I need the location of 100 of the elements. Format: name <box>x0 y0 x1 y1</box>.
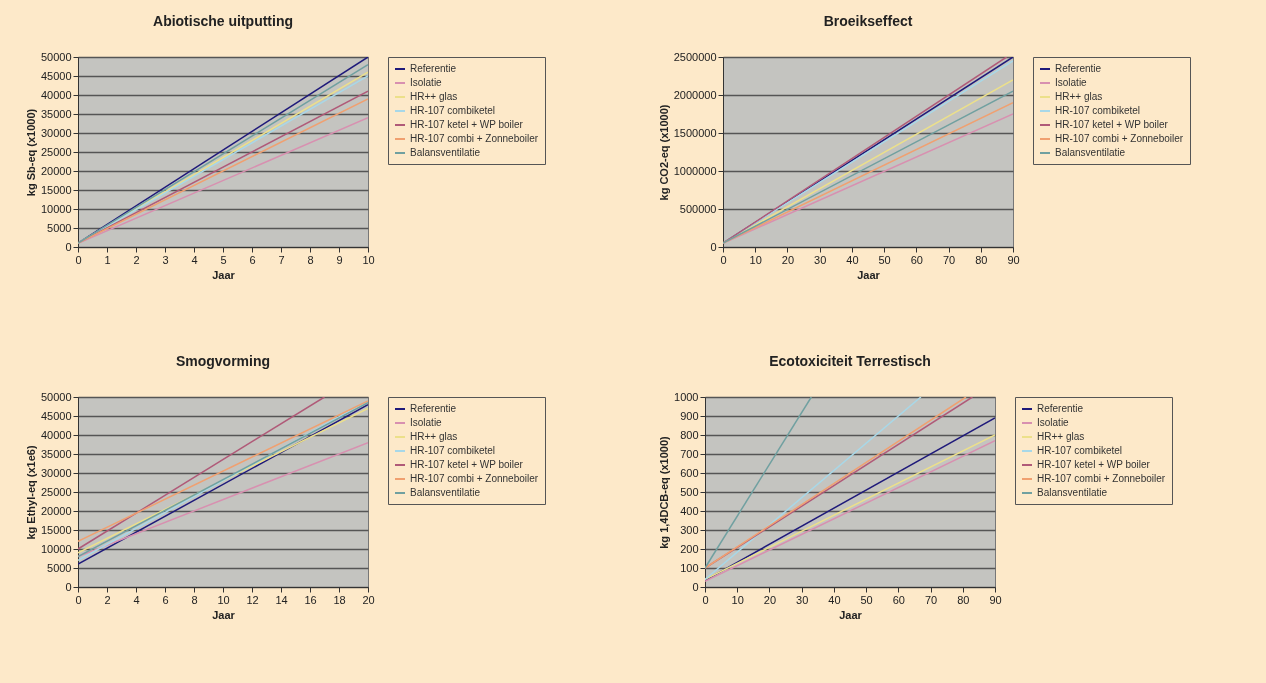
x-tick-label: 0 <box>720 253 727 266</box>
legend-label: HR-107 combi + Zonneboiler <box>410 473 539 484</box>
y-tick-label: 45000 <box>40 409 72 422</box>
x-tick-label: 6 <box>249 253 256 266</box>
y-tick-label: 40000 <box>40 428 72 441</box>
y-tick-label: 600 <box>680 466 699 479</box>
y-tick-label: 50000 <box>40 390 72 403</box>
x-tick-label: 20 <box>763 593 777 606</box>
legend-label: HR-107 combi + Zonneboiler <box>1037 473 1166 484</box>
x-tick-label: 7 <box>278 253 285 266</box>
x-tick-label: 10 <box>749 253 762 266</box>
x-tick-label: 4 <box>191 253 198 266</box>
y-tick-label: 0 <box>65 580 72 593</box>
legend-label: Referentie <box>410 403 457 414</box>
y-axis-title: kg Sb-eq (x1000) <box>24 108 37 197</box>
y-tick-label: 35000 <box>40 447 72 460</box>
y-tick-label: 20000 <box>40 164 72 177</box>
x-tick-label: 18 <box>333 593 346 606</box>
y-tick-label: 20000 <box>40 504 72 517</box>
y-tick-label: 5000 <box>47 221 72 234</box>
x-tick-label: 0 <box>75 253 82 266</box>
legend-label: HR++ glas <box>410 91 458 102</box>
legend-label: Balansventilatie <box>410 147 481 158</box>
x-tick-label: 14 <box>275 593 288 606</box>
legend-label: HR-107 combi + Zonneboiler <box>1055 133 1184 144</box>
x-tick-label: 50 <box>878 253 891 266</box>
x-tick-label: 8 <box>307 253 314 266</box>
y-tick-label: 300 <box>680 523 699 536</box>
y-axis-title: kg 1,4DCB-eq (x1000) <box>658 435 671 549</box>
x-tick-label: 2 <box>133 253 140 266</box>
x-tick-label: 16 <box>304 593 317 606</box>
x-tick-label: 20 <box>362 593 375 606</box>
y-tick-label: 40000 <box>40 88 72 101</box>
x-tick-label: 10 <box>362 253 375 266</box>
y-tick-label: 400 <box>680 504 699 517</box>
y-tick-label: 2500000 <box>673 50 717 63</box>
legend-label: HR-107 combiketel <box>1055 105 1141 116</box>
x-tick-label: 80 <box>975 253 988 266</box>
x-tick-label: 30 <box>814 253 827 266</box>
x-tick-label: 10 <box>217 593 230 606</box>
legend-label: HR++ glas <box>1037 431 1085 442</box>
chart-title: Abiotische uitputting <box>153 13 293 29</box>
y-tick-label: 5000 <box>47 561 72 574</box>
x-tick-label: 6 <box>162 593 169 606</box>
x-tick-label: 70 <box>924 593 938 606</box>
x-tick-label: 12 <box>246 593 259 606</box>
legend-label: Isolatie <box>410 417 443 428</box>
chart-title: Ecotoxiciteit Terrestisch <box>769 353 931 369</box>
legend-label: Balansventilatie <box>1037 487 1108 498</box>
y-tick-label: 15000 <box>40 183 72 196</box>
x-tick-label: 60 <box>892 593 905 606</box>
x-axis-title: Jaar <box>212 608 236 621</box>
y-tick-label: 500 <box>680 485 699 498</box>
legend-label: Balansventilatie <box>410 487 481 498</box>
legend-label: Referentie <box>410 63 457 74</box>
legend-label: HR-107 ketel + WP boiler <box>1037 459 1151 470</box>
y-tick-label: 2000000 <box>673 88 717 101</box>
y-tick-label: 900 <box>680 409 699 422</box>
y-tick-label: 0 <box>710 240 717 253</box>
legend-label: Referentie <box>1037 403 1084 414</box>
y-tick-label: 1500000 <box>673 126 717 139</box>
y-tick-label: 30000 <box>40 126 72 139</box>
legend-label: HR-107 combiketel <box>410 105 496 116</box>
x-tick-label: 40 <box>846 253 859 266</box>
x-axis-title: Jaar <box>839 608 863 621</box>
y-axis-title: kg Ethyl-eq (x1e6) <box>24 445 37 540</box>
y-tick-label: 25000 <box>40 145 72 158</box>
y-tick-label: 10000 <box>40 542 72 555</box>
legend-label: Isolatie <box>410 77 443 88</box>
x-tick-label: 90 <box>989 593 1002 606</box>
y-tick-label: 10000 <box>40 202 72 215</box>
x-tick-label: 4 <box>133 593 140 606</box>
x-tick-label: 80 <box>957 593 970 606</box>
y-tick-label: 1000000 <box>673 164 717 177</box>
x-tick-label: 50 <box>860 593 873 606</box>
x-tick-label: 20 <box>781 253 795 266</box>
x-tick-label: 2 <box>104 593 111 606</box>
y-tick-label: 0 <box>65 240 72 253</box>
y-tick-label: 1000 <box>674 390 699 403</box>
x-axis-title: Jaar <box>857 268 881 281</box>
legend-label: HR++ glas <box>1055 91 1103 102</box>
y-axis-title: kg CO2-eq (x1000) <box>657 104 670 201</box>
y-tick-label: 45000 <box>40 69 72 82</box>
y-tick-label: 700 <box>680 447 699 460</box>
x-tick-label: 70 <box>942 253 956 266</box>
x-axis-title: Jaar <box>212 268 236 281</box>
y-tick-label: 0 <box>692 580 699 593</box>
y-tick-label: 25000 <box>40 485 72 498</box>
x-tick-label: 9 <box>336 253 343 266</box>
legend-label: Balansventilatie <box>1055 147 1126 158</box>
x-tick-label: 60 <box>910 253 923 266</box>
legend-label: Referentie <box>1055 63 1102 74</box>
x-tick-label: 10 <box>731 593 744 606</box>
legend-label: HR-107 ketel + WP boiler <box>1055 119 1169 130</box>
x-tick-label: 30 <box>796 593 809 606</box>
x-tick-label: 3 <box>162 253 169 266</box>
x-tick-label: 5 <box>220 253 227 266</box>
y-tick-label: 100 <box>680 561 699 574</box>
legend-label: Isolatie <box>1055 77 1088 88</box>
legend-label: HR-107 combiketel <box>1037 445 1123 456</box>
